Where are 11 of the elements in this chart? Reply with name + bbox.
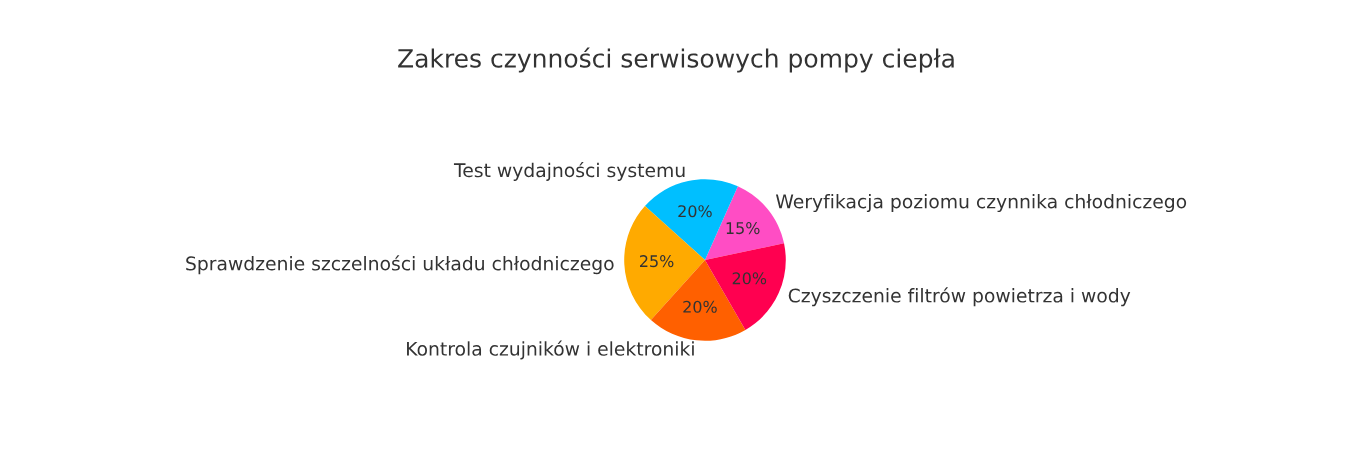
data-label: 20% [732,272,767,285]
data-label: 15% [726,222,760,235]
chart-title: Zakres czynności serwisowych pompy ciepła [398,47,954,73]
slice-label: Czyszczenie filtrów powietrza i wody [788,287,1131,307]
slice-label: Sprawdzenie szczelności układu chłodniczego [186,255,614,275]
data-label: 20% [678,205,712,218]
slice-label: Kontrola czujników i elektroniki [407,340,694,360]
slice-label: Test wydajności systemu [453,162,685,181]
data-label: 20% [683,300,717,313]
slice-label: Weryfikacja poziomu czynnika chłodniczego [775,193,1187,213]
data-label: 25% [640,255,674,268]
